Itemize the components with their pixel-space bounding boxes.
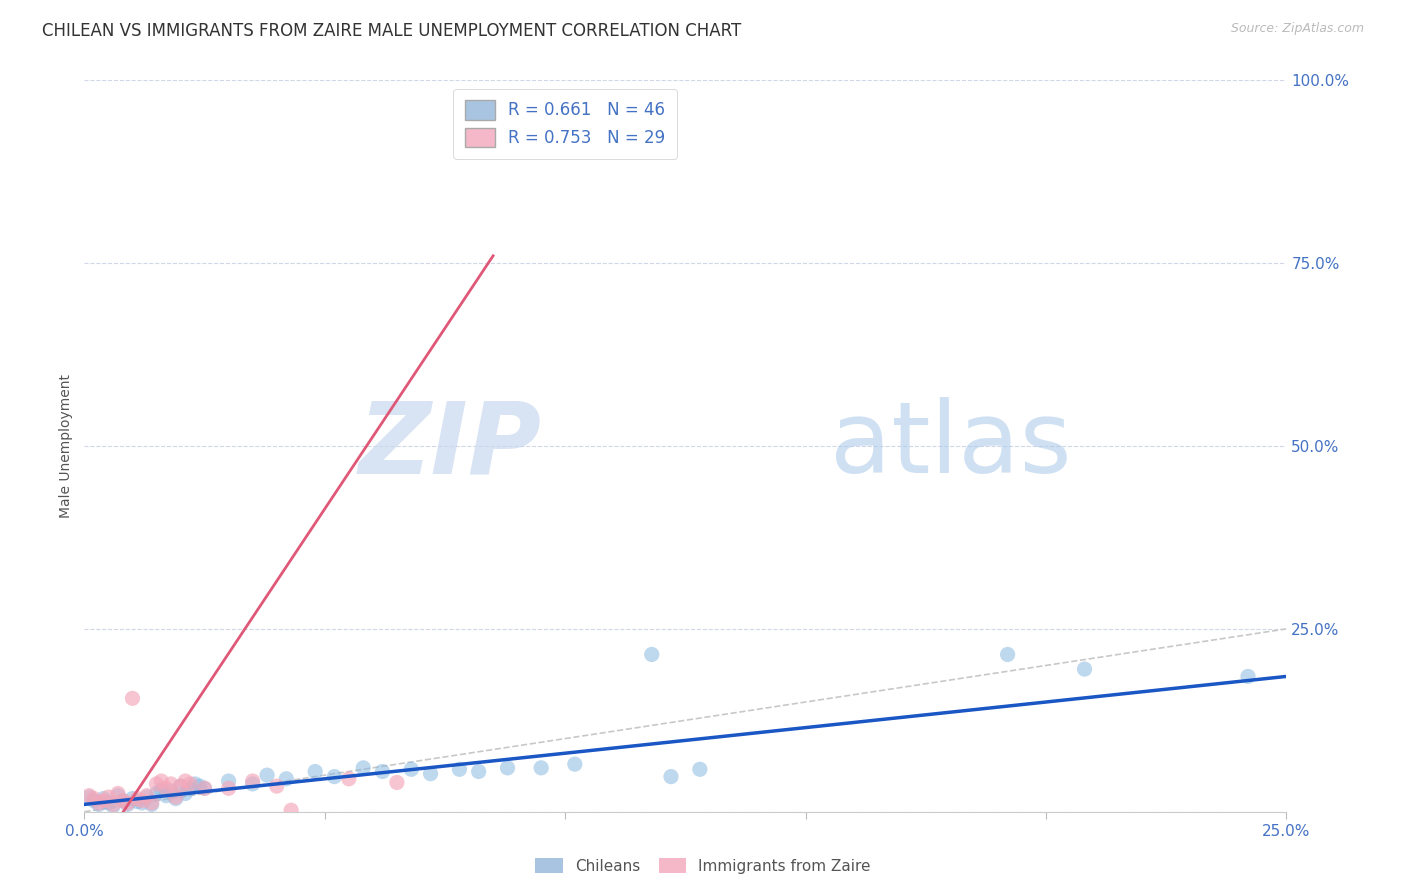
- Legend: R = 0.661   N = 46, R = 0.753   N = 29: R = 0.661 N = 46, R = 0.753 N = 29: [453, 88, 678, 159]
- Point: [1073, 662, 1095, 676]
- Point: [641, 648, 664, 662]
- Point: [111, 794, 134, 808]
- Point: [194, 781, 217, 796]
- Text: Source: ZipAtlas.com: Source: ZipAtlas.com: [1230, 22, 1364, 36]
- Point: [169, 779, 191, 793]
- Text: ZIP: ZIP: [359, 398, 541, 494]
- Point: [121, 791, 143, 805]
- Point: [218, 781, 240, 796]
- Point: [174, 787, 197, 801]
- Point: [77, 790, 100, 805]
- Point: [194, 781, 217, 796]
- Point: [218, 774, 240, 789]
- Point: [496, 761, 519, 775]
- Point: [135, 789, 157, 803]
- Text: CHILEAN VS IMMIGRANTS FROM ZAIRE MALE UNEMPLOYMENT CORRELATION CHART: CHILEAN VS IMMIGRANTS FROM ZAIRE MALE UN…: [42, 22, 741, 40]
- Point: [141, 797, 163, 812]
- Point: [155, 789, 177, 803]
- Point: [127, 791, 149, 805]
- Point: [266, 779, 288, 793]
- Point: [131, 794, 153, 808]
- Text: atlas: atlas: [830, 398, 1071, 494]
- Point: [97, 790, 120, 805]
- Point: [467, 764, 489, 779]
- Point: [188, 779, 211, 793]
- Point: [179, 777, 201, 791]
- Point: [323, 770, 346, 784]
- Point: [385, 775, 408, 789]
- Point: [242, 777, 264, 791]
- Point: [337, 772, 360, 786]
- Point: [165, 791, 187, 805]
- Point: [997, 648, 1019, 662]
- Point: [304, 764, 326, 779]
- Point: [141, 796, 163, 810]
- Point: [564, 757, 586, 772]
- Point: [256, 768, 278, 782]
- Point: [77, 789, 100, 803]
- Point: [131, 796, 153, 810]
- Point: [150, 782, 173, 797]
- Point: [93, 794, 115, 808]
- Point: [160, 777, 183, 791]
- Point: [371, 764, 394, 779]
- Point: [87, 796, 110, 810]
- Point: [689, 762, 711, 776]
- Point: [117, 796, 139, 810]
- Point: [165, 790, 187, 805]
- Point: [135, 790, 157, 805]
- Point: [127, 795, 149, 809]
- Point: [111, 794, 134, 808]
- Point: [83, 794, 105, 808]
- Point: [155, 781, 177, 796]
- Point: [150, 774, 173, 789]
- Y-axis label: Male Unemployment: Male Unemployment: [59, 374, 73, 518]
- Point: [103, 798, 125, 813]
- Point: [1237, 669, 1260, 683]
- Point: [276, 772, 298, 786]
- Point: [169, 779, 191, 793]
- Point: [449, 762, 471, 776]
- Point: [145, 787, 167, 801]
- Point: [419, 766, 441, 780]
- Point: [145, 777, 167, 791]
- Point: [87, 797, 110, 812]
- Point: [97, 796, 120, 810]
- Point: [103, 797, 125, 812]
- Point: [659, 770, 682, 784]
- Legend: Chileans, Immigrants from Zaire: Chileans, Immigrants from Zaire: [529, 852, 877, 880]
- Point: [93, 791, 115, 805]
- Point: [160, 784, 183, 798]
- Point: [352, 761, 374, 775]
- Point: [117, 797, 139, 812]
- Point: [184, 777, 207, 791]
- Point: [242, 774, 264, 789]
- Point: [179, 781, 201, 796]
- Point: [121, 691, 143, 706]
- Point: [280, 803, 302, 817]
- Point: [174, 774, 197, 789]
- Point: [530, 761, 553, 775]
- Point: [83, 791, 105, 805]
- Point: [401, 762, 423, 776]
- Point: [107, 789, 129, 803]
- Point: [107, 787, 129, 801]
